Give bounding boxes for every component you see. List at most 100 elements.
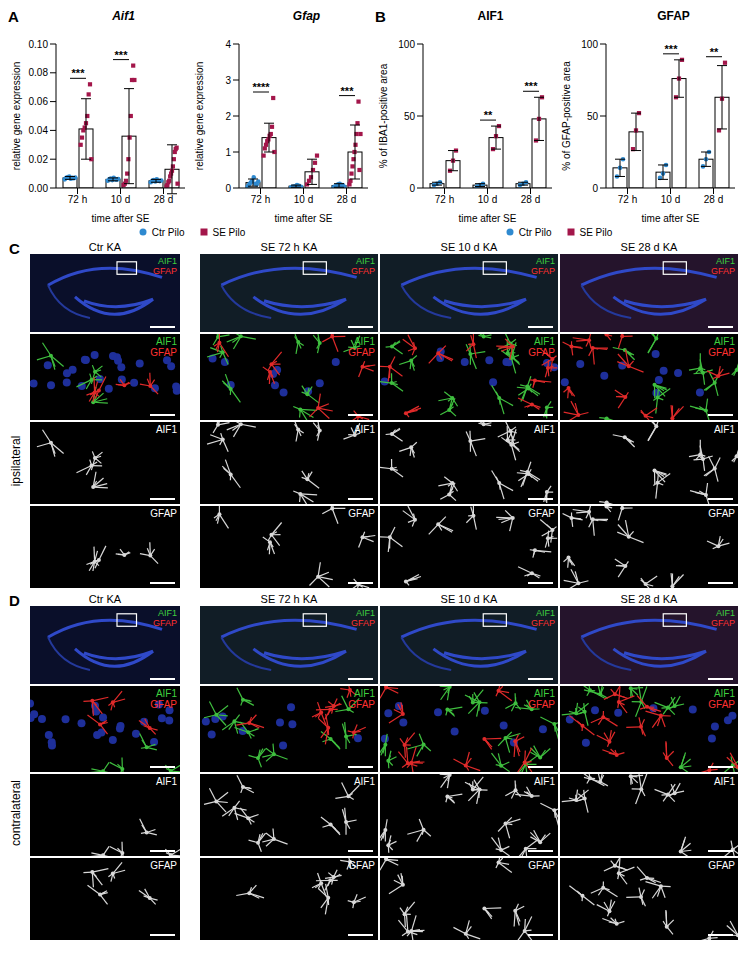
svg-text:AIF1: AIF1 [158, 256, 177, 266]
svg-text:AIF1: AIF1 [716, 256, 735, 266]
svg-text:72 h: 72 h [618, 194, 637, 205]
svg-text:0.02: 0.02 [29, 154, 49, 165]
svg-text:0.00: 0.00 [29, 183, 49, 194]
svg-text:72 h: 72 h [435, 194, 454, 205]
svg-text:contralateral: contralateral [9, 780, 23, 846]
svg-text:AIF1: AIF1 [356, 608, 375, 618]
svg-text:AIF1: AIF1 [356, 256, 375, 266]
svg-text:28 d: 28 d [154, 194, 173, 205]
svg-text:50: 50 [404, 111, 416, 122]
svg-text:SE 28 d KA: SE 28 d KA [621, 241, 679, 253]
svg-text:AIF1: AIF1 [156, 424, 178, 435]
svg-text:28 d: 28 d [521, 194, 540, 205]
svg-text:GFAP: GFAP [348, 699, 375, 710]
svg-text:AIF1: AIF1 [714, 688, 736, 699]
svg-text:GFAP: GFAP [348, 347, 375, 358]
svg-text:***: *** [525, 80, 539, 92]
svg-text:GFAP: GFAP [153, 618, 177, 628]
svg-text:GFAP: GFAP [150, 699, 177, 710]
svg-text:ipsilateral: ipsilateral [9, 436, 23, 487]
svg-text:AIF1: AIF1 [354, 776, 376, 787]
svg-text:0.10: 0.10 [29, 39, 49, 50]
svg-text:GFAP: GFAP [708, 508, 735, 519]
svg-text:0: 0 [592, 183, 598, 194]
svg-text:SE 10 d KA: SE 10 d KA [441, 241, 499, 253]
svg-text:GFAP: GFAP [150, 860, 177, 871]
svg-text:0: 0 [409, 183, 415, 194]
svg-text:0.04: 0.04 [29, 125, 49, 136]
svg-text:SE 72 h KA: SE 72 h KA [261, 593, 319, 605]
svg-text:AIF1: AIF1 [716, 608, 735, 618]
svg-text:AIF1: AIF1 [714, 336, 736, 347]
svg-text:GFAP: GFAP [351, 266, 375, 276]
svg-text:10 d: 10 d [111, 194, 130, 205]
svg-text:***: *** [72, 67, 86, 79]
svg-text:GFAP: GFAP [528, 860, 555, 871]
svg-text:AIF1: AIF1 [354, 688, 376, 699]
svg-text:0.06: 0.06 [29, 96, 49, 107]
svg-text:AIF1: AIF1 [534, 424, 556, 435]
svg-text:AIF1: AIF1 [156, 688, 178, 699]
svg-text:GFAP: GFAP [153, 266, 177, 276]
svg-text:GFAP: GFAP [711, 618, 735, 628]
svg-text:AIF1: AIF1 [158, 608, 177, 618]
svg-text:0.08: 0.08 [29, 67, 49, 78]
svg-text:GFAP: GFAP [531, 618, 555, 628]
svg-text:AIF1: AIF1 [714, 776, 736, 787]
svg-text:AIF1: AIF1 [354, 336, 376, 347]
svg-text:GFAP: GFAP [348, 508, 375, 519]
svg-text:100: 100 [398, 39, 415, 50]
svg-text:time after SE: time after SE [92, 213, 150, 224]
svg-text:100: 100 [581, 39, 598, 50]
svg-text:AIF1: AIF1 [156, 776, 178, 787]
svg-text:time after SE: time after SE [275, 213, 333, 224]
svg-text:C: C [9, 240, 20, 257]
svg-text:GFAP: GFAP [531, 266, 555, 276]
svg-text:GFAP: GFAP [708, 699, 735, 710]
svg-text:10 d: 10 d [661, 194, 680, 205]
svg-text:time after SE: time after SE [459, 213, 517, 224]
svg-text:AIF1: AIF1 [536, 256, 555, 266]
svg-text:4: 4 [225, 39, 231, 50]
svg-text:GFAP: GFAP [528, 699, 555, 710]
svg-text:10 d: 10 d [294, 194, 313, 205]
svg-text:AIF1: AIF1 [534, 336, 556, 347]
svg-text:GFAP: GFAP [150, 508, 177, 519]
svg-text:AIF1: AIF1 [354, 424, 376, 435]
svg-text:0: 0 [225, 183, 231, 194]
svg-text:3: 3 [225, 75, 231, 86]
svg-text:1: 1 [225, 147, 231, 158]
svg-text:GFAP: GFAP [708, 860, 735, 871]
svg-text:GFAP: GFAP [348, 860, 375, 871]
svg-text:AIF1: AIF1 [156, 336, 178, 347]
svg-text:50: 50 [587, 111, 599, 122]
svg-text:28 d: 28 d [337, 194, 356, 205]
svg-text:SE 72 h KA: SE 72 h KA [261, 241, 319, 253]
svg-text:72 h: 72 h [68, 194, 87, 205]
svg-text:GFAP: GFAP [528, 347, 555, 358]
svg-text:***: *** [341, 85, 355, 97]
svg-text:72 h: 72 h [251, 194, 270, 205]
svg-text:28 d: 28 d [704, 194, 723, 205]
svg-text:**: ** [484, 109, 493, 121]
svg-text:AIF1: AIF1 [536, 608, 555, 618]
svg-text:SE 28 d KA: SE 28 d KA [621, 593, 679, 605]
svg-text:AIF1: AIF1 [534, 688, 556, 699]
svg-text:10 d: 10 d [478, 194, 497, 205]
svg-text:Ctr KA: Ctr KA [89, 241, 122, 253]
svg-text:2: 2 [225, 111, 231, 122]
svg-text:D: D [9, 592, 20, 609]
svg-text:GFAP: GFAP [711, 266, 735, 276]
svg-text:GFAP: GFAP [150, 347, 177, 358]
svg-text:AIF1: AIF1 [534, 776, 556, 787]
svg-text:***: *** [665, 44, 679, 55]
svg-text:****: **** [252, 81, 270, 93]
svg-text:SE 10 d KA: SE 10 d KA [441, 593, 499, 605]
svg-text:***: *** [115, 49, 129, 61]
svg-text:GFAP: GFAP [708, 347, 735, 358]
svg-text:GFAP: GFAP [528, 508, 555, 519]
svg-text:Ctr KA: Ctr KA [89, 593, 122, 605]
svg-text:AIF1: AIF1 [714, 424, 736, 435]
svg-text:GFAP: GFAP [351, 618, 375, 628]
svg-text:time after SE: time after SE [642, 213, 700, 224]
